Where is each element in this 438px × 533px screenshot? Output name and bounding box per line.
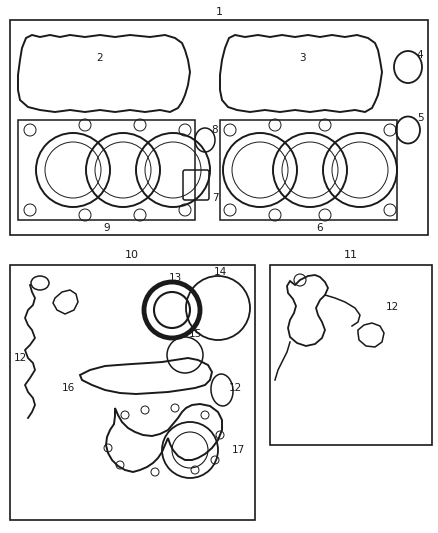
Text: 14: 14 bbox=[213, 267, 226, 277]
Text: 2: 2 bbox=[97, 53, 103, 63]
Text: 17: 17 bbox=[231, 445, 245, 455]
Text: 1: 1 bbox=[215, 7, 223, 17]
Text: 6: 6 bbox=[317, 223, 323, 233]
Text: 15: 15 bbox=[188, 329, 201, 339]
Bar bbox=[10, 265, 255, 520]
Bar bbox=[220, 120, 397, 220]
Bar bbox=[10, 20, 428, 235]
Text: 13: 13 bbox=[168, 273, 182, 283]
Text: 8: 8 bbox=[212, 125, 218, 135]
Text: 7: 7 bbox=[212, 193, 218, 203]
Text: 12: 12 bbox=[14, 353, 27, 363]
Text: 16: 16 bbox=[61, 383, 74, 393]
Text: 9: 9 bbox=[104, 223, 110, 233]
Text: 4: 4 bbox=[417, 50, 423, 60]
Text: 12: 12 bbox=[228, 383, 242, 393]
Text: 10: 10 bbox=[125, 250, 139, 260]
Text: 3: 3 bbox=[299, 53, 305, 63]
Text: 11: 11 bbox=[344, 250, 358, 260]
Text: 5: 5 bbox=[417, 113, 423, 123]
Bar bbox=[18, 120, 195, 220]
Bar bbox=[270, 265, 432, 445]
Text: 12: 12 bbox=[385, 302, 399, 312]
